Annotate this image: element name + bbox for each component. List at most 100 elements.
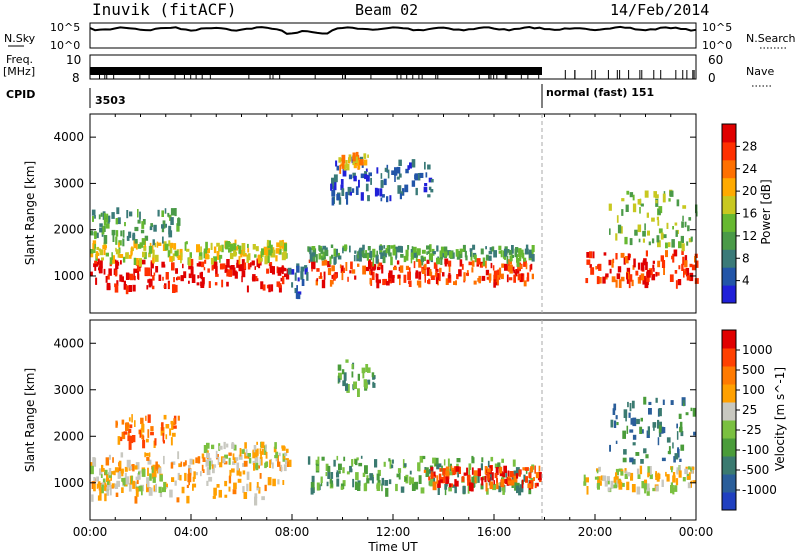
range-gate-cell [381,264,384,274]
range-gate-cell [213,246,217,254]
range-gate-cell [365,266,370,272]
range-gate-cell [639,465,643,475]
range-gate-cell [688,238,693,243]
range-gate-cell [327,261,331,268]
range-gate-cell [607,479,610,485]
range-gate-cell [410,257,413,264]
range-gate-cell [454,485,457,494]
range-gate-cell [134,420,136,427]
range-gate-cell [646,487,650,496]
range-gate-cell [479,264,483,268]
range-gate-cell [421,249,426,254]
range-gate-cell [342,380,346,387]
range-gate-cell [426,259,430,264]
range-gate-cell [471,267,474,273]
range-gate-cell [103,242,107,248]
range-gate-cell [357,388,360,397]
range-gate-cell [256,441,258,445]
range-gate-cell [93,243,96,249]
y-tick-label: 2000 [53,223,84,237]
range-gate-cell [129,211,133,217]
range-gate-cell [169,256,173,262]
range-gate-cell [481,275,486,281]
range-gate-cell [528,472,532,478]
range-gate-cell [127,435,131,442]
range-gate-cell [300,271,304,280]
range-gate-cell [139,211,141,220]
range-gate-cell [200,246,202,255]
range-gate-cell [607,487,611,492]
range-gate-cell [462,244,466,252]
range-gate-cell [427,164,431,170]
range-gate-cell [369,250,373,258]
range-gate-cell [365,250,367,256]
range-gate-cell [597,482,600,490]
colorbar-swatch [722,438,736,457]
range-gate-cell [653,425,655,431]
range-gate-cell [111,212,115,219]
range-gate-cell [528,486,532,495]
range-gate-cell [140,417,144,425]
range-gate-cell [372,383,376,388]
range-gate-cell [106,283,111,291]
range-gate-cell [115,230,119,237]
range-gate-cell [610,419,614,428]
range-gate-cell [613,403,617,411]
range-gate-cell [223,461,228,465]
range-gate-cell [191,459,195,465]
range-gate-cell [455,249,459,257]
range-gate-cell [645,261,648,271]
cpid-value-2: normal (fast) 151 [546,86,654,99]
range-gate-cell [266,284,269,289]
range-gate-cell [147,414,151,423]
range-gate-cell [350,261,353,270]
range-gate-cell [367,379,371,385]
range-gate-cell [403,255,407,263]
range-gate-cell [259,456,263,466]
range-gate-cell [415,253,418,262]
range-gate-cell [157,467,162,474]
range-gate-cell [405,254,409,261]
range-gate-cell [280,464,283,473]
range-gate-cell [362,372,365,379]
range-gate-cell [118,242,120,248]
range-gate-cell [327,465,331,473]
range-gate-cell [397,468,402,473]
range-gate-cell [133,268,135,278]
range-gate-cell [360,173,365,179]
range-gate-cell [228,457,231,465]
range-gate-cell [620,252,625,258]
range-gate-cell [99,266,103,274]
range-gate-cell [389,459,392,469]
range-gate-cell [430,473,434,479]
range-gate-cell [489,278,491,283]
range-gate-cell [585,278,589,284]
range-gate-cell [445,470,450,477]
range-gate-cell [649,474,653,480]
range-gate-cell [437,486,440,495]
range-gate-cell [345,192,348,200]
range-gate-cell [509,264,513,274]
range-gate-cell [211,265,214,271]
range-gate-cell [232,453,235,461]
range-gate-cell [271,462,274,469]
y-tick-label: 1000 [53,476,84,490]
range-gate-cell [364,382,368,389]
range-gate-cell [651,274,656,281]
range-gate-cell [362,472,366,477]
range-gate-cell [273,446,277,453]
range-gate-cell [319,272,322,279]
range-gate-cell [511,254,513,262]
range-gate-cell [99,227,103,233]
range-gate-cell [256,448,259,456]
range-gate-cell [325,464,328,471]
colorbar-tick-label: 28 [742,139,757,153]
range-gate-cell [669,274,674,282]
range-gate-cell [435,270,438,278]
range-gate-cell [608,203,612,211]
range-gate-cell [256,258,260,268]
range-gate-cell [137,219,141,224]
range-gate-cell [311,252,316,256]
range-gate-cell [364,465,368,475]
range-gate-cell [132,232,136,237]
